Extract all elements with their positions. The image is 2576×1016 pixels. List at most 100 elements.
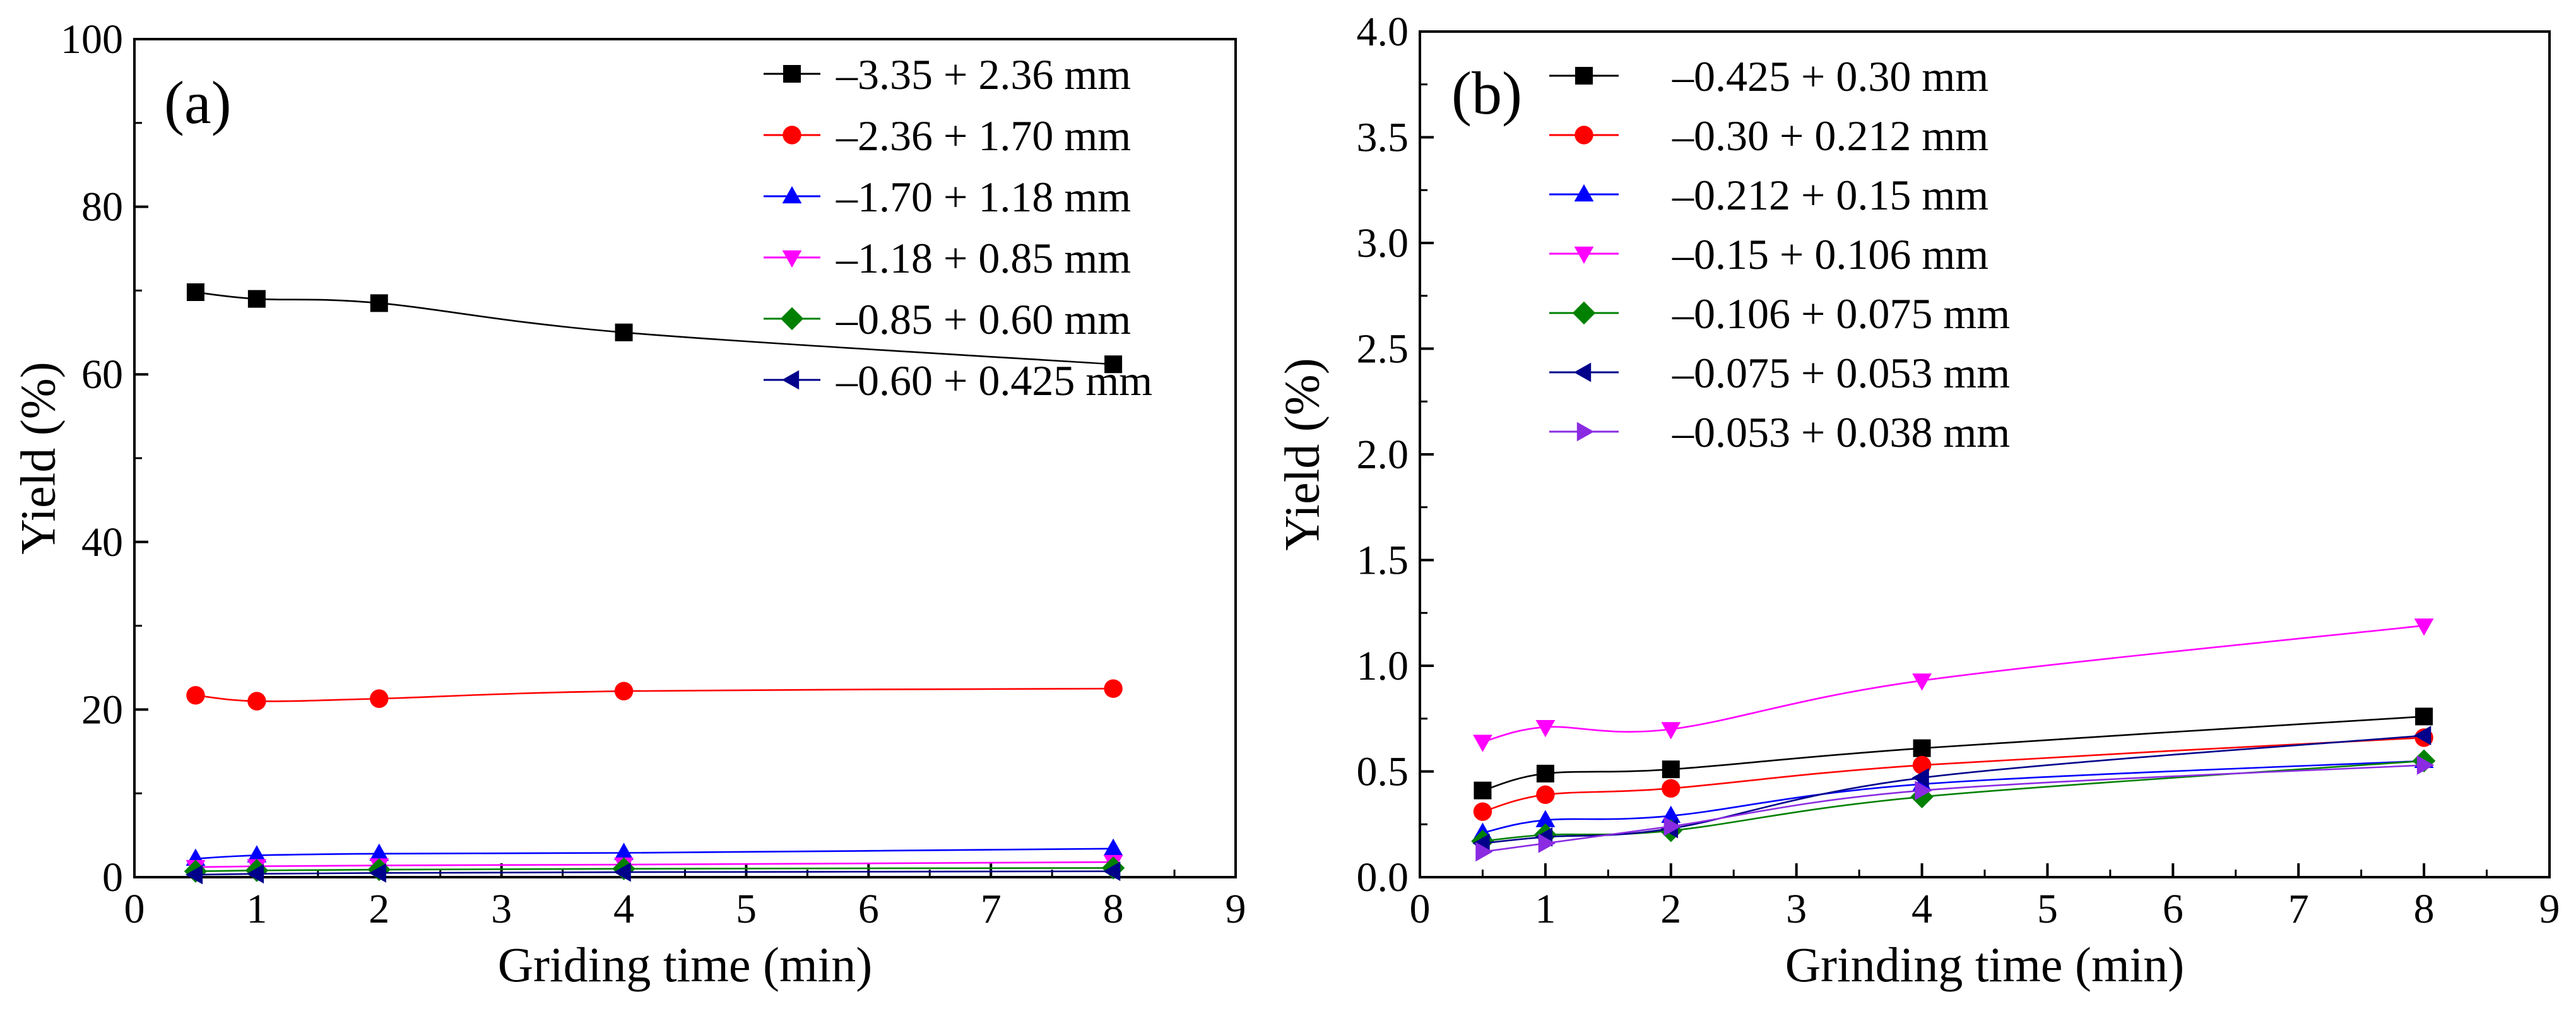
chart-1-ytick-label: 2.0 bbox=[1357, 432, 1409, 478]
chart-0-series-0-point bbox=[370, 294, 388, 312]
chart-1-legend-marker bbox=[1576, 422, 1595, 442]
chart-1-legend-entry: –0.053 + 0.038 mm bbox=[1549, 408, 2010, 456]
chart-1-xtick-label: 2 bbox=[1660, 886, 1681, 932]
chart-0-series-0-point bbox=[1104, 355, 1123, 374]
chart-1-legend-entry: –0.106 + 0.075 mm bbox=[1549, 290, 2010, 338]
chart-1-series-6-line bbox=[1482, 764, 2425, 853]
chart-1-xtick-label: 0 bbox=[1410, 886, 1431, 932]
chart-1-series-1-point bbox=[1473, 802, 1492, 821]
chart-1-panel-label: (b) bbox=[1451, 59, 1522, 127]
chart-1-ytick-label: 1.5 bbox=[1357, 538, 1409, 584]
chart-1-series-6-point bbox=[1915, 781, 1932, 801]
chart-0-ytick-label: 60 bbox=[81, 351, 123, 398]
chart-0-series-5 bbox=[185, 861, 1121, 885]
chart-0-ylabel: Yield (%) bbox=[11, 362, 66, 554]
chart-1-series-5-point bbox=[1911, 768, 1929, 788]
chart-1-legend-marker bbox=[1574, 246, 1594, 264]
chart-1-series-1-point bbox=[1536, 785, 1555, 805]
chart-0-legend-label: –2.36 + 1.70 mm bbox=[836, 112, 1131, 160]
chart-1-series-3-point bbox=[1661, 722, 1681, 740]
chart-0-legend-label: –1.70 + 1.18 mm bbox=[836, 173, 1131, 221]
chart-1-series-5-line bbox=[1482, 735, 2425, 844]
chart-0-legend-marker bbox=[783, 126, 801, 145]
chart-0-series-3-line bbox=[195, 861, 1114, 868]
chart-0-xtick-label: 7 bbox=[981, 886, 1001, 932]
chart-1-series-6-point bbox=[1538, 834, 1556, 853]
chart-1-series-2-point bbox=[1535, 810, 1556, 827]
chart-0-xtick-label: 9 bbox=[1226, 886, 1246, 932]
chart-0-plot-frame bbox=[133, 38, 1237, 878]
chart-1-series-1-point bbox=[1662, 779, 1681, 798]
chart-1-legend-marker bbox=[1573, 362, 1592, 382]
chart-1-ytick-label: 3.0 bbox=[1357, 220, 1409, 266]
chart-0-series-0-point bbox=[247, 290, 266, 308]
chart-1-series-3 bbox=[1473, 618, 2434, 752]
chart-1-series-3-point bbox=[2414, 618, 2434, 636]
chart-0-legend-label: –0.60 + 0.425 mm bbox=[836, 357, 1152, 405]
chart-1-series-6-point bbox=[1663, 817, 1681, 836]
chart-1-legend-marker bbox=[1575, 126, 1593, 145]
chart-1-series-4 bbox=[1471, 749, 2436, 853]
chart-0-panel: 0 1 2 3 4 5 6 7 8 9 0 20 40 60 80 100 Griding time (min)… bbox=[11, 16, 1246, 992]
chart-1-ytick-label: 0.0 bbox=[1357, 854, 1409, 901]
chart-0-xtick-label: 5 bbox=[736, 886, 757, 932]
chart-0-series-1-point bbox=[247, 692, 266, 711]
chart-0-xtick-label: 6 bbox=[858, 886, 879, 932]
chart-1-series-5-point bbox=[2414, 726, 2431, 745]
chart-0-legend-entry: –3.35 + 2.36 mm bbox=[764, 50, 1131, 98]
chart-1-panel: 0 1 2 3 4 5 6 7 8 9 0.0 0.5 1.0 1.5 2.0 2.5 3.0 3.5 4.0 Gri… bbox=[1275, 9, 2560, 992]
chart-1-ytick-label: 4.0 bbox=[1357, 9, 1409, 55]
chart-1-legend-label: –0.30 + 0.212 mm bbox=[1672, 112, 1988, 160]
chart-0-xtick-label: 8 bbox=[1103, 886, 1124, 932]
chart-1-legend-label: –0.15 + 0.106 mm bbox=[1672, 230, 1988, 278]
chart-1-legend-label: –0.212 + 0.15 mm bbox=[1672, 171, 1988, 219]
chart-0-panel-label: (a) bbox=[164, 69, 232, 136]
chart-0-ytick-label: 40 bbox=[81, 519, 123, 565]
chart-1-legend-entry: –0.15 + 0.106 mm bbox=[1549, 230, 1988, 278]
chart-0-series-2 bbox=[186, 838, 1123, 866]
chart-1-ytick-label: 1.0 bbox=[1357, 643, 1409, 689]
chart-1-xtick-label: 7 bbox=[2288, 886, 2309, 932]
chart-0-series-1 bbox=[186, 679, 1123, 711]
chart-1-series-6-point bbox=[1475, 842, 1493, 862]
chart-0-legend-label: –0.85 + 0.60 mm bbox=[836, 295, 1131, 343]
chart-1-series-3-point bbox=[1473, 735, 1492, 752]
chart-0-ytick-label: 100 bbox=[61, 16, 123, 62]
chart-1-series-6 bbox=[1475, 755, 2435, 862]
chart-1-legend-entry: –0.425 + 0.30 mm bbox=[1549, 52, 1988, 100]
chart-0-legend: –3.35 + 2.36 mm –2.36 + 1.70 mm –1.70 + 1.… bbox=[764, 50, 1152, 405]
chart-0-legend-marker bbox=[782, 186, 802, 204]
chart-0-series-5-point bbox=[1103, 861, 1121, 882]
chart-0-legend-entry: –1.70 + 1.18 mm bbox=[764, 173, 1131, 221]
chart-0-legend-entry: –0.60 + 0.425 mm bbox=[764, 357, 1152, 405]
chart-0-legend-label: –3.35 + 2.36 mm bbox=[836, 50, 1131, 98]
chart-0-series-5-point bbox=[246, 864, 264, 884]
chart-1-legend-marker bbox=[1574, 184, 1594, 202]
chart-1-series-3-point bbox=[1912, 673, 1932, 691]
chart-1-series-0-point bbox=[2415, 707, 2433, 726]
chart-0-legend-label: –1.18 + 0.85 mm bbox=[836, 234, 1131, 282]
chart-1-ytick-label: 3.5 bbox=[1357, 115, 1409, 161]
chart-0-series-5-point bbox=[369, 863, 386, 883]
chart-0-ytick-label: 0 bbox=[102, 854, 123, 901]
chart-0-legend-entry: –1.18 + 0.85 mm bbox=[764, 234, 1131, 282]
chart-1-legend-label: –0.053 + 0.038 mm bbox=[1672, 408, 2010, 456]
chart-1-xtick-label: 1 bbox=[1535, 886, 1556, 932]
chart-1-series-0-point bbox=[1662, 760, 1680, 779]
chart-1-legend-marker bbox=[1572, 301, 1596, 325]
chart-1-legend-label: –0.425 + 0.30 mm bbox=[1672, 52, 1988, 100]
chart-0-series-2-point bbox=[247, 845, 267, 863]
chart-0-xlabel: Griding time (min) bbox=[498, 937, 873, 992]
chart-1-ytick-label: 2.5 bbox=[1357, 326, 1409, 372]
chart-0-series-2-point bbox=[614, 842, 634, 860]
chart-0-series-1-point bbox=[186, 686, 205, 705]
chart-0-series-5-line bbox=[195, 870, 1114, 876]
chart-1-xtick-label: 5 bbox=[2037, 886, 2058, 932]
chart-1-series-0-point bbox=[1474, 781, 1492, 800]
chart-1-series-0-point bbox=[1913, 739, 1931, 757]
chart-1-xtick-label: 6 bbox=[2163, 886, 2183, 932]
chart-0-legend-entry: –0.85 + 0.60 mm bbox=[764, 295, 1131, 343]
chart-0-xtick-label: 1 bbox=[246, 886, 267, 932]
chart-1-series-6-point bbox=[2416, 755, 2435, 775]
chart-0-legend-marker bbox=[782, 250, 802, 268]
